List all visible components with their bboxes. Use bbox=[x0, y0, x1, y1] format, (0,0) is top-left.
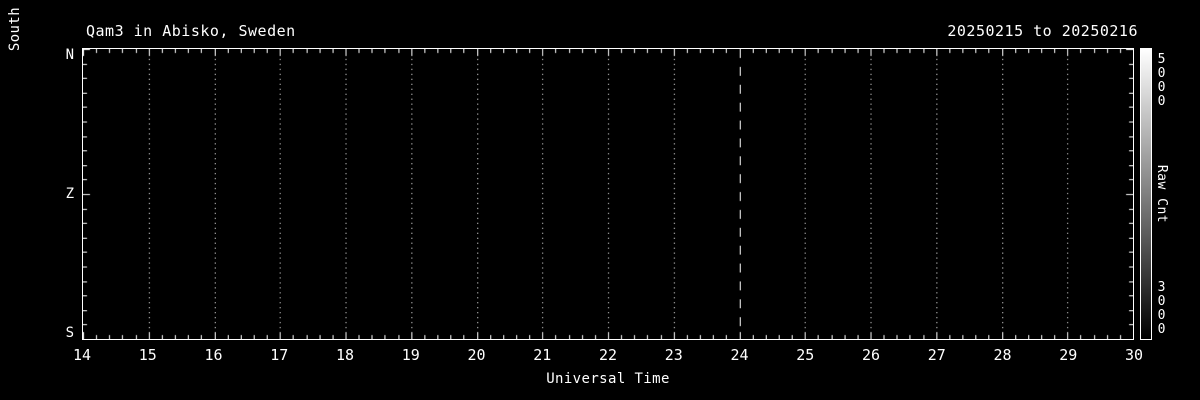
y-tick-label: N bbox=[65, 47, 74, 63]
y-tick-label: Z bbox=[65, 186, 74, 202]
x-tick-label: 27 bbox=[927, 346, 946, 364]
x-tick-label: 16 bbox=[204, 346, 223, 364]
x-axis-label: Universal Time bbox=[546, 371, 670, 387]
date-range-label: 20250215 to 20250216 bbox=[947, 22, 1138, 40]
x-tick-label-layer: 14 15 16 17 18 19 20 21 22 23 24 25 26 27 28 29 30 bbox=[73, 346, 1143, 366]
colorbar-title: Raw Cnt bbox=[1154, 164, 1169, 224]
x-tick-label: 28 bbox=[993, 346, 1012, 364]
x-tick-label: 20 bbox=[467, 346, 486, 364]
x-tick-label: 24 bbox=[730, 346, 749, 364]
x-tick-label: 22 bbox=[598, 346, 618, 364]
x-tick-label: 30 bbox=[1124, 346, 1144, 364]
colorbar-max-label: 5000 bbox=[1154, 52, 1169, 108]
x-tick-label: 23 bbox=[664, 346, 683, 364]
keogram-image bbox=[83, 49, 1133, 339]
plot-title: Qam3 in Abisko, Sweden bbox=[86, 22, 296, 40]
x-tick-label: 21 bbox=[533, 346, 552, 364]
x-tick-label: 25 bbox=[796, 346, 815, 364]
y-tick-label-layer: N Z S bbox=[0, 48, 82, 340]
y-tick-label: S bbox=[65, 325, 74, 341]
colorbar-gradient bbox=[1140, 48, 1152, 340]
x-tick-label: 15 bbox=[138, 346, 157, 364]
colorbar-min-label: 3000 bbox=[1154, 280, 1169, 336]
x-tick-label: 29 bbox=[1059, 346, 1078, 364]
x-tick-label: 19 bbox=[401, 346, 420, 364]
x-tick-label: 14 bbox=[72, 346, 92, 364]
plot-area[interactable] bbox=[82, 48, 1134, 340]
x-tick-label: 18 bbox=[335, 346, 355, 364]
colorbar[interactable]: 5000 Raw Cnt 3000 bbox=[1138, 48, 1200, 340]
x-tick-label: 26 bbox=[861, 346, 881, 364]
x-tick-label: 17 bbox=[270, 346, 289, 364]
